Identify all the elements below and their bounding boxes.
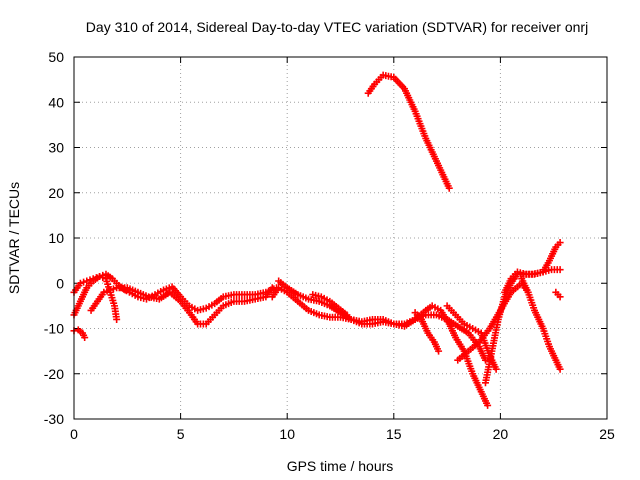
plot-frame (73, 56, 608, 420)
data-point (556, 266, 564, 274)
x-axis-label: GPS time / hours (287, 458, 394, 474)
series-arc-8 (309, 291, 351, 319)
data-point (96, 272, 104, 280)
data-point (76, 279, 84, 287)
data-point (484, 401, 492, 409)
series-arc-15 (518, 275, 564, 373)
data-point (435, 347, 443, 355)
y-tick-label: 50 (48, 49, 64, 65)
x-tick-label: 10 (279, 426, 295, 442)
y-tick-label: -20 (44, 366, 64, 382)
data-point (556, 365, 564, 373)
data-point (81, 334, 89, 342)
data-point (343, 311, 351, 319)
y-tick-label: 10 (48, 230, 64, 246)
y-tick-label: 40 (48, 94, 64, 110)
y-tick-label: 30 (48, 140, 64, 156)
data-point (100, 288, 108, 296)
interp-mark (80, 278, 88, 286)
x-tick-label: 25 (599, 426, 615, 442)
series-arc-10 (364, 71, 453, 192)
data-point (492, 365, 500, 373)
x-tick-label: 15 (386, 426, 402, 442)
x-tick-label: 5 (177, 426, 185, 442)
series-arc-5 (117, 283, 281, 314)
data-point (106, 286, 114, 294)
interp-mark (109, 285, 117, 293)
series-arc-16 (552, 288, 564, 301)
chart-title: Day 310 of 2014, Sidereal Day-to-day VTE… (86, 19, 588, 35)
x-tick-label: 0 (70, 426, 78, 442)
interp-mark (99, 274, 107, 282)
data-point (556, 293, 564, 301)
interp-mark (92, 274, 100, 282)
grid (74, 57, 607, 419)
data-point (83, 277, 91, 285)
y-tick-label: 0 (56, 275, 64, 291)
y-tick-label: 20 (48, 185, 64, 201)
series-arc-9 (411, 309, 443, 355)
axis-ticks: 0 5 10 15 20 25 -30 -20 -10 0 10 20 30 40 50 (44, 49, 615, 442)
y-tick-label: -30 (44, 411, 64, 427)
x-tick-label: 20 (493, 426, 509, 442)
interp-mark (86, 276, 94, 284)
data-point (113, 315, 121, 323)
data-marks (70, 71, 564, 409)
data-point (89, 275, 97, 283)
series-arc-14 (501, 239, 564, 296)
data-point (556, 239, 564, 247)
data-point (481, 356, 489, 364)
y-axis-label: SDTVAR / TECUs (6, 182, 22, 294)
y-tick-label: -10 (44, 321, 64, 337)
interp-mark (103, 287, 111, 295)
data-point (445, 184, 453, 192)
